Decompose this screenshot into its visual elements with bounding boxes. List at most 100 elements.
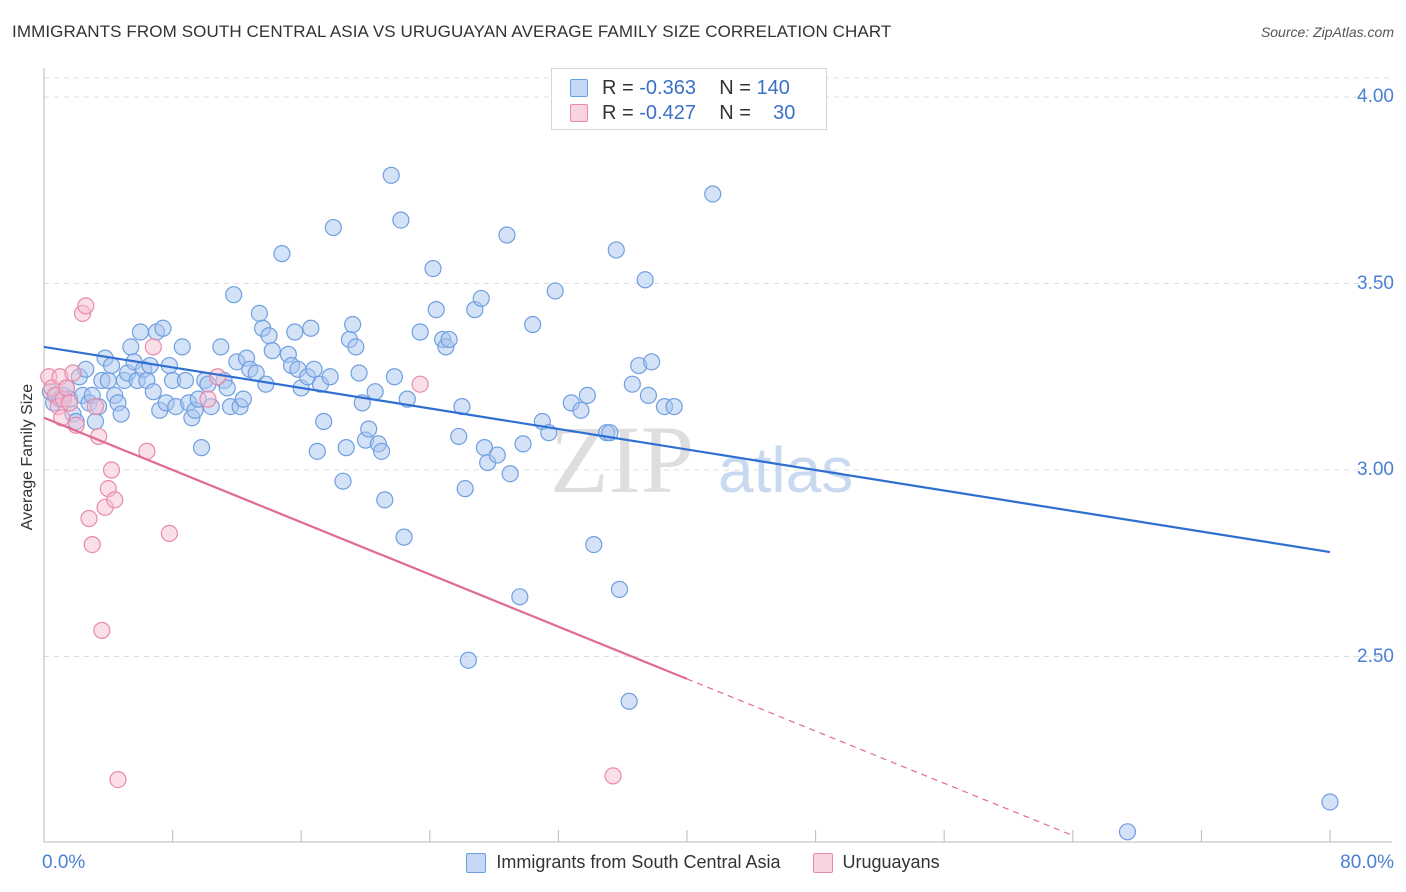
- data-point: [315, 412, 333, 431]
- legend-r-value: -0.427: [639, 101, 696, 124]
- data-point: [395, 528, 413, 546]
- data-point: [344, 315, 362, 334]
- chart-title: IMMIGRANTS FROM SOUTH CENTRAL ASIA VS UR…: [12, 22, 892, 41]
- series-uruguayans: [40, 297, 622, 789]
- y-tick-label: 4.00: [1357, 86, 1394, 107]
- data-points: [40, 166, 1339, 841]
- watermark-zip: ZIP: [550, 406, 694, 513]
- watermark-atlas: atlas: [718, 434, 853, 506]
- x-tick-label-min: 0.0%: [42, 852, 86, 873]
- watermark: ZIP atlas: [550, 406, 853, 513]
- data-point: [83, 535, 101, 554]
- data-point: [1118, 823, 1137, 841]
- data-point: [456, 480, 474, 498]
- data-point: [209, 368, 227, 386]
- data-point: [144, 338, 162, 356]
- data-point: [218, 379, 236, 397]
- data-point: [704, 185, 722, 203]
- data-point: [64, 364, 82, 382]
- data-point: [160, 524, 178, 543]
- data-point: [488, 446, 506, 464]
- data-point: [546, 282, 564, 300]
- legend-item-uruguayans: Uruguayans: [812, 852, 940, 873]
- data-point: [620, 692, 638, 710]
- series-legend: Immigrants from South Central Asia Urugu…: [0, 852, 1406, 873]
- data-point: [102, 461, 121, 479]
- data-point: [263, 342, 281, 360]
- data-point: [234, 390, 252, 408]
- data-point: [260, 327, 278, 345]
- data-point: [372, 442, 391, 460]
- data-point: [610, 580, 629, 598]
- data-point: [308, 442, 326, 460]
- data-point: [411, 323, 429, 341]
- data-point: [273, 245, 291, 263]
- data-point: [511, 588, 529, 606]
- data-point: [585, 535, 603, 554]
- data-point: [459, 651, 477, 669]
- data-point: [112, 405, 130, 423]
- data-point: [305, 360, 323, 378]
- data-point: [450, 427, 468, 446]
- correlation-legend: R = -0.363 N = 140 R = -0.427 N = 30: [551, 68, 827, 130]
- data-point: [643, 353, 661, 371]
- data-point: [225, 286, 243, 304]
- legend-r-value: -0.363: [639, 76, 696, 99]
- legend-r-label: R =: [602, 76, 634, 99]
- data-point: [106, 491, 124, 509]
- data-point: [578, 386, 596, 404]
- data-point: [1321, 793, 1339, 811]
- data-point: [154, 319, 172, 337]
- data-point: [514, 435, 532, 453]
- legend-row-series-1: R = -0.363 N = 140: [570, 75, 790, 101]
- data-point: [199, 390, 217, 408]
- data-point: [623, 375, 641, 393]
- data-point: [324, 218, 342, 237]
- data-point: [350, 364, 368, 382]
- data-point: [99, 371, 117, 390]
- data-point: [212, 338, 230, 356]
- legend-swatch-pink: [570, 104, 588, 122]
- data-point: [122, 338, 140, 356]
- data-point: [176, 371, 195, 390]
- data-point: [639, 386, 658, 404]
- data-point: [382, 166, 400, 184]
- data-point: [61, 394, 79, 412]
- data-point: [109, 770, 127, 789]
- y-tick-label: 3.50: [1357, 272, 1394, 294]
- data-point: [337, 439, 355, 457]
- data-point: [286, 323, 304, 341]
- legend-item-label: Immigrants from South Central Asia: [496, 852, 781, 872]
- data-point: [347, 338, 365, 356]
- trend-line-extension: [686, 678, 1074, 837]
- legend-swatch-blue: [466, 852, 487, 873]
- trend-line: [43, 416, 688, 680]
- trend-lines: [43, 345, 1331, 837]
- data-point: [102, 356, 121, 375]
- legend-n-value: 140: [756, 76, 790, 99]
- data-point: [411, 375, 429, 393]
- data-point: [334, 472, 352, 490]
- data-point: [302, 319, 320, 337]
- data-point: [360, 420, 378, 438]
- data-point: [57, 379, 76, 397]
- data-point: [93, 621, 111, 639]
- legend-item-south-central-asia: Immigrants from South Central Asia: [466, 852, 781, 873]
- legend-item-label: Uruguayans: [842, 852, 940, 872]
- data-point: [572, 401, 590, 419]
- data-point: [80, 509, 98, 528]
- data-point: [77, 297, 95, 315]
- data-point: [192, 439, 211, 457]
- legend-n-label: N =: [719, 101, 751, 124]
- data-point: [392, 211, 410, 229]
- data-point: [427, 301, 445, 319]
- legend-swatch-blue: [570, 79, 588, 97]
- legend-n-label: N =: [719, 76, 751, 99]
- data-point: [321, 368, 339, 386]
- data-point: [385, 368, 404, 386]
- data-point: [501, 465, 519, 483]
- legend-n-value: 30: [773, 101, 796, 124]
- data-point: [173, 338, 191, 356]
- data-point: [250, 304, 269, 322]
